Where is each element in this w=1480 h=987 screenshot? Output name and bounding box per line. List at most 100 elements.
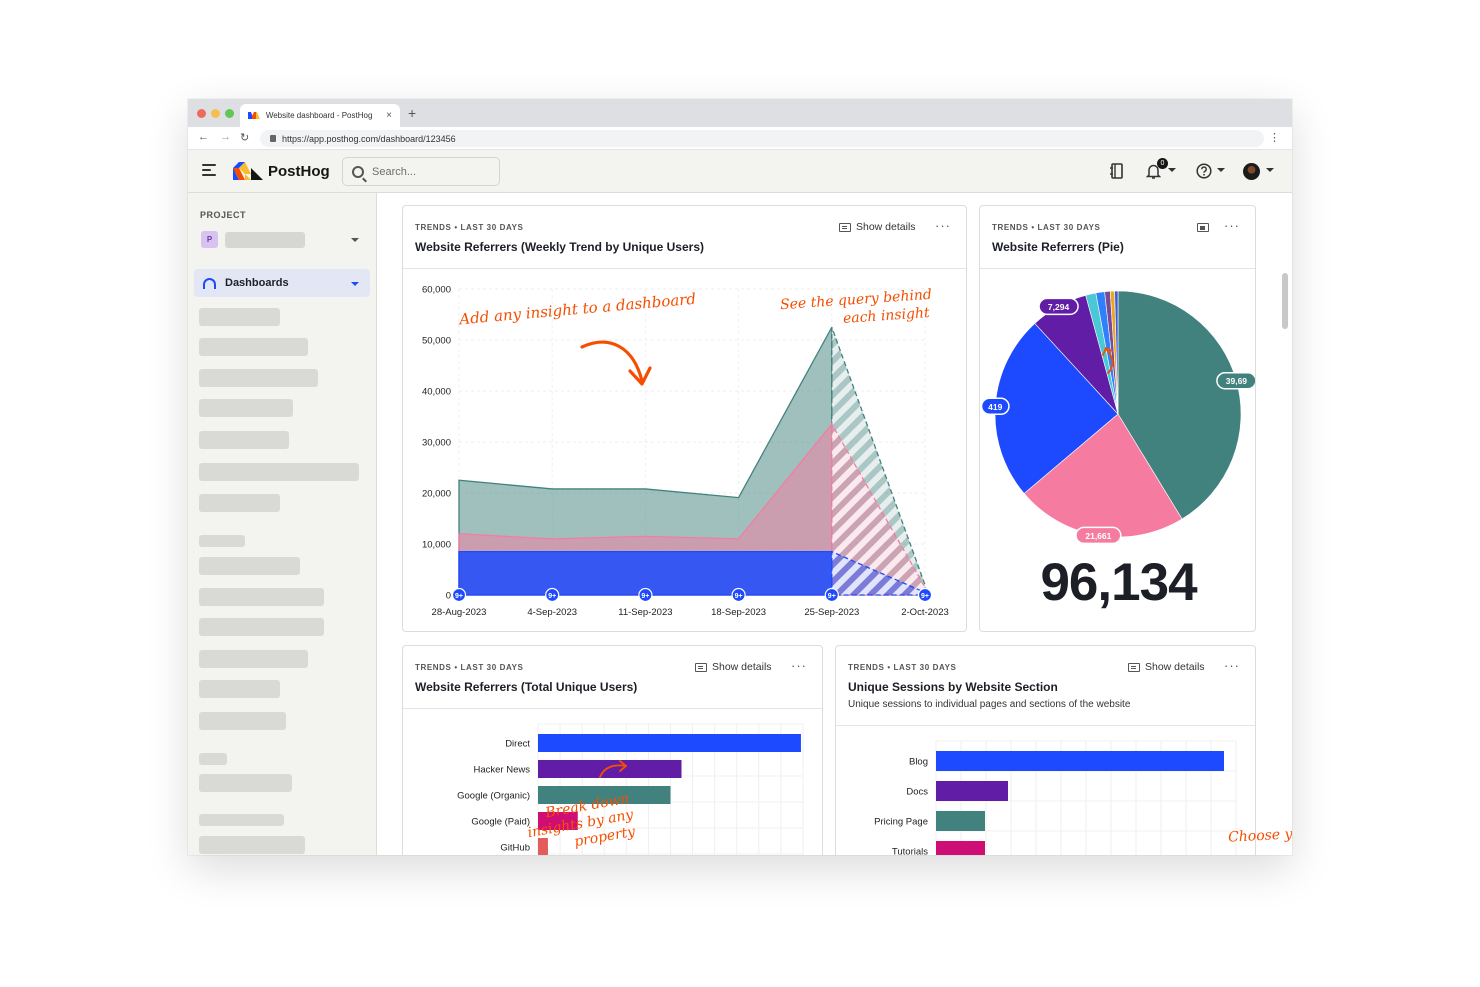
pie-slice-label: 39,69 xyxy=(1226,376,1248,386)
bell-icon[interactable] xyxy=(1146,163,1161,179)
x-tick-label: 28-Aug-2023 xyxy=(432,607,487,618)
close-window-dot[interactable] xyxy=(197,109,206,118)
category-label: Blog xyxy=(909,757,928,768)
lock-icon xyxy=(270,135,276,142)
annotation-marker-label: 9+ xyxy=(548,593,556,600)
forward-button[interactable]: → xyxy=(220,131,231,143)
url-field[interactable]: https://app.posthog.com/dashboard/123456 xyxy=(260,130,1264,147)
browser-menu-button[interactable]: ⋮ xyxy=(1269,132,1280,144)
annotation-marker-label: 9+ xyxy=(455,593,463,600)
show-details-button[interactable]: Show details xyxy=(1128,661,1205,673)
logo-text: PostHog xyxy=(268,162,330,180)
notifications-chevron-down-icon[interactable] xyxy=(1168,168,1176,172)
sidebar-item-placeholder[interactable] xyxy=(199,431,289,449)
pie-total-value: 96,134 xyxy=(1040,553,1197,612)
annotation-marker-label: 9+ xyxy=(735,593,743,600)
y-tick-label: 10,000 xyxy=(422,540,451,551)
show-details-label: Show details xyxy=(1145,661,1205,673)
more-menu-button[interactable]: ··· xyxy=(1224,218,1240,233)
search-input[interactable]: Search... xyxy=(342,157,500,186)
content-scrollbar[interactable] xyxy=(1282,273,1288,329)
help-chevron-down-icon[interactable] xyxy=(1217,168,1225,172)
annotation-marker-label: 9+ xyxy=(921,593,929,600)
sidebar-item-placeholder[interactable] xyxy=(199,814,284,826)
sidebar-item-placeholder[interactable] xyxy=(199,774,292,792)
sidebar-item-placeholder[interactable] xyxy=(199,588,324,606)
insight-title[interactable]: Website Referrers (Total Unique Users) xyxy=(415,680,638,694)
trend-area-chart: 60,000 50,000 40,000 30,000 20,000 10,000 0 9+ 2… xyxy=(422,285,949,619)
details-icon[interactable] xyxy=(1197,223,1209,232)
new-tab-button[interactable]: + xyxy=(408,105,417,121)
annotation-arrow-icon xyxy=(580,340,652,386)
sessions-bar-chart: Blog Docs Pricing Page Tutorials xyxy=(874,740,1237,856)
menu-icon[interactable] xyxy=(202,164,216,176)
sidebar-section-placeholder xyxy=(199,753,227,765)
project-label: PROJECT xyxy=(200,210,247,220)
minimize-window-dot[interactable] xyxy=(211,109,220,118)
insight-kicker: TRENDS • LAST 30 DAYS xyxy=(415,223,524,232)
category-label: Tutorials xyxy=(892,847,928,856)
category-label: Direct xyxy=(505,739,530,750)
project-name-placeholder[interactable] xyxy=(225,232,305,248)
search-icon xyxy=(352,165,364,178)
posthog-logo[interactable]: PostHog xyxy=(233,162,330,180)
show-details-button[interactable]: Show details xyxy=(839,221,916,233)
annotation-marker xyxy=(638,587,653,603)
sidebar-item-placeholder[interactable] xyxy=(199,836,305,854)
avatar[interactable] xyxy=(1243,163,1260,180)
bar xyxy=(936,811,985,831)
sidebar-item-placeholder[interactable] xyxy=(199,399,293,417)
account-chevron-down-icon[interactable] xyxy=(1266,168,1274,172)
insight-card-trend: TRENDS • LAST 30 DAYS Website Referrers … xyxy=(402,205,967,632)
bar xyxy=(936,781,1008,801)
y-tick-label: 30,000 xyxy=(422,438,451,449)
y-tick-label: 20,000 xyxy=(422,489,451,500)
pie-slice-label: 7,294 xyxy=(1048,302,1070,312)
pie-slice-label: 419 xyxy=(988,402,1002,412)
sidebar-item-placeholder[interactable] xyxy=(199,338,308,356)
reload-button[interactable]: ↻ xyxy=(240,132,250,144)
y-tick-label: 0 xyxy=(446,591,451,602)
tab-close-icon[interactable]: × xyxy=(386,110,392,121)
project-chevron-down-icon[interactable] xyxy=(351,238,359,242)
sidebar-item-placeholder[interactable] xyxy=(199,618,324,636)
details-icon xyxy=(839,222,851,232)
browser-tab[interactable]: Website dashboard - PostHog × xyxy=(240,104,400,127)
sidebar-item-placeholder[interactable] xyxy=(199,494,280,512)
insight-kicker: TRENDS • LAST 30 DAYS xyxy=(992,223,1101,232)
more-menu-button[interactable]: ··· xyxy=(1224,658,1240,673)
sidebar-item-placeholder[interactable] xyxy=(199,712,286,730)
insight-title[interactable]: Website Referrers (Pie) xyxy=(992,240,1124,254)
posthog-logo-icon xyxy=(233,162,263,180)
sidebar-item-label: Dashboards xyxy=(225,277,289,289)
insight-title[interactable]: Website Referrers (Weekly Trend by Uniqu… xyxy=(415,240,704,254)
sidebar-item-placeholder[interactable] xyxy=(199,463,359,481)
back-button[interactable]: ← xyxy=(198,131,209,143)
more-menu-button[interactable]: ··· xyxy=(791,658,807,673)
sidebar-item-placeholder[interactable] xyxy=(199,557,300,575)
sidebar-item-placeholder[interactable] xyxy=(199,680,280,698)
sidebar: PROJECT P Dashboards xyxy=(188,193,377,855)
url-text: https://app.posthog.com/dashboard/123456 xyxy=(282,133,456,144)
sidebar-item-placeholder[interactable] xyxy=(199,369,318,387)
bar xyxy=(538,786,671,804)
show-details-button[interactable]: Show details xyxy=(695,661,772,673)
x-tick-label: 2-Oct-2023 xyxy=(901,607,949,618)
sidebar-item-placeholder[interactable] xyxy=(199,650,308,668)
y-tick-label: 60,000 xyxy=(422,285,451,296)
more-menu-button[interactable]: ··· xyxy=(935,218,951,233)
project-badge: P xyxy=(201,231,218,248)
category-label: Google (Organic) xyxy=(457,791,530,802)
notebook-icon[interactable] xyxy=(1110,163,1124,179)
sidebar-item-placeholder[interactable] xyxy=(199,308,280,326)
maximize-window-dot[interactable] xyxy=(225,109,234,118)
annotation-arrow-icon xyxy=(1102,346,1114,374)
sidebar-item-dashboards[interactable]: Dashboards xyxy=(194,269,370,297)
annotation-marker-label: 9+ xyxy=(828,593,836,600)
dashboards-chevron-down-icon[interactable] xyxy=(351,282,359,286)
show-details-label: Show details xyxy=(712,661,772,673)
insight-card-header: TRENDS • LAST 30 DAYS Website Referrers … xyxy=(980,206,1255,269)
insight-card-header: TRENDS • LAST 30 DAYS Website Referrers … xyxy=(403,206,966,269)
help-icon[interactable] xyxy=(1196,163,1212,179)
insight-title[interactable]: Unique Sessions by Website Section xyxy=(848,680,1058,694)
